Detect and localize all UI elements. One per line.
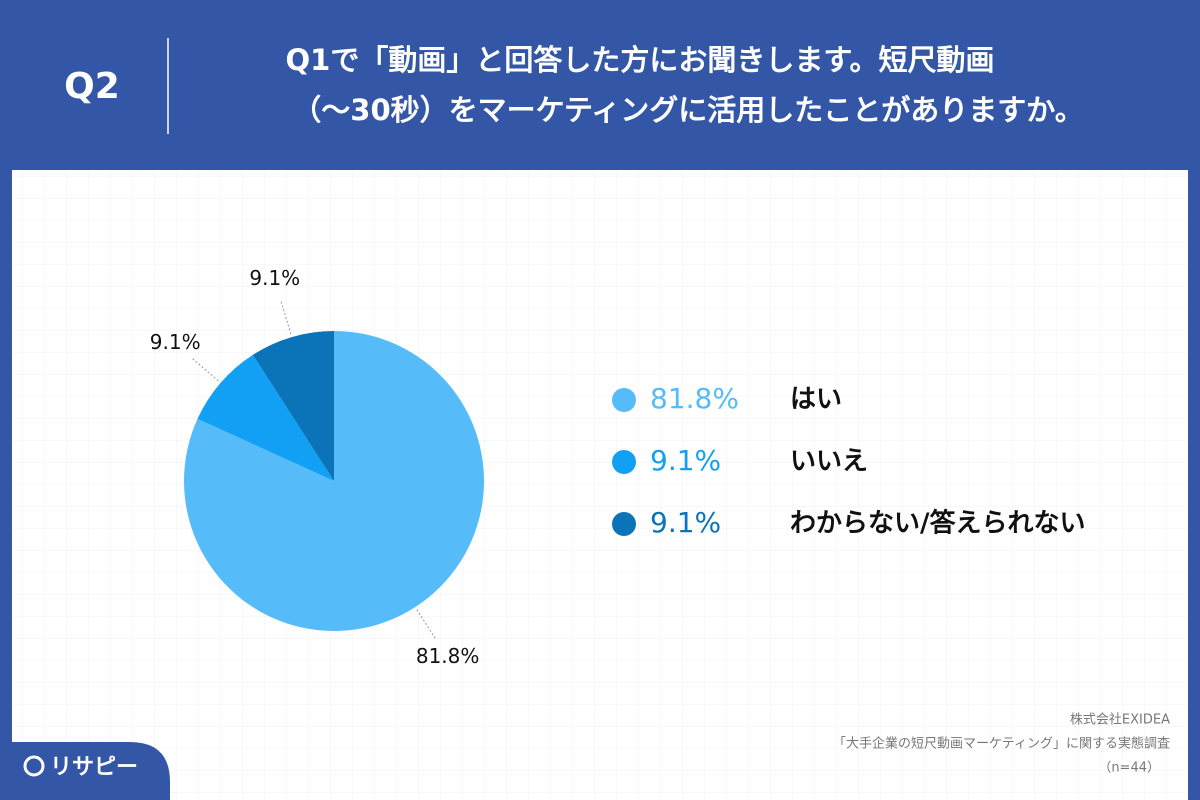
data-label: 9.1% xyxy=(150,330,201,354)
legend-label: はい xyxy=(790,385,842,415)
legend-value: 81.8% xyxy=(650,382,739,415)
legend-label: いいえ xyxy=(790,447,868,477)
data-label: 81.8% xyxy=(416,644,480,668)
pie-slice xyxy=(197,354,334,481)
logo-tab xyxy=(0,742,170,800)
logo: リサピー xyxy=(50,755,138,780)
title-line: （〜30秒）をマーケティングに活用したことがありますか。 xyxy=(292,93,1083,127)
data-label: 9.1% xyxy=(249,266,300,290)
source: （n=44） xyxy=(1098,761,1160,776)
source: 「大手企業の短尺動画マーケティング」に関する実態調査 xyxy=(833,736,1170,752)
logo-icon xyxy=(23,755,45,777)
legend-swatch xyxy=(612,388,636,412)
source: 株式会社EXIDEA xyxy=(1070,712,1170,728)
legend-value: 9.1% xyxy=(650,506,721,539)
legend-value: 9.1% xyxy=(650,444,721,477)
title-line: Q1で「動画」と回答した方にお聞きします。短尺動画 xyxy=(286,43,995,77)
pie-slice xyxy=(252,331,334,481)
leader-line xyxy=(416,609,436,639)
legend-swatch xyxy=(612,512,636,536)
badge: Q2 xyxy=(64,66,120,107)
legend-label: わからない/答えられない xyxy=(790,508,1086,539)
leader-line xyxy=(280,300,292,335)
legend-swatch xyxy=(612,450,636,474)
leader-line xyxy=(191,357,219,382)
